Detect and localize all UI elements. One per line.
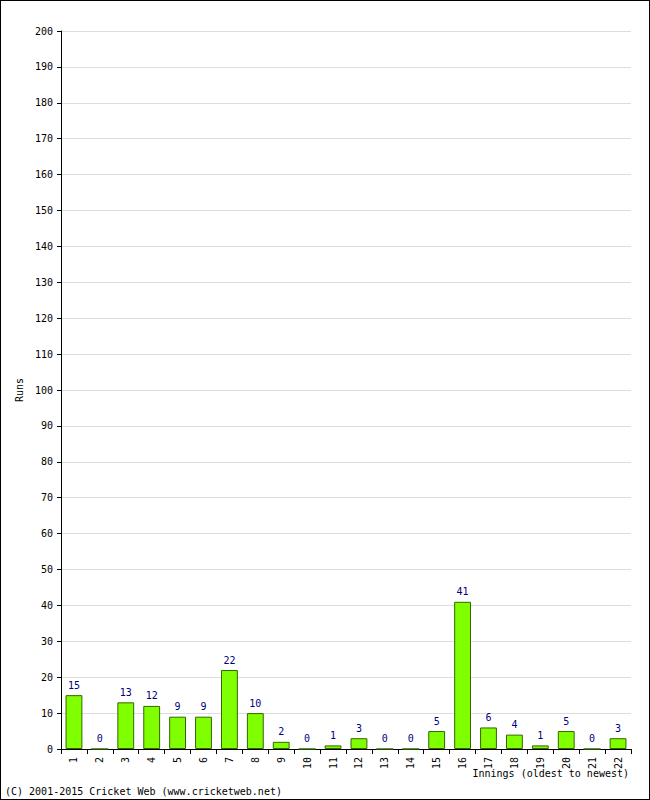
svg-text:17: 17 [483,757,494,769]
svg-text:2: 2 [94,757,105,763]
svg-text:9: 9 [200,701,206,712]
svg-text:0: 0 [47,744,53,755]
svg-text:40: 40 [41,600,53,611]
svg-text:1: 1 [68,757,79,763]
svg-text:190: 190 [35,61,53,72]
svg-text:22: 22 [613,757,624,769]
svg-text:16: 16 [457,757,468,769]
svg-text:15: 15 [68,680,80,691]
svg-text:5: 5 [563,716,569,727]
svg-text:8: 8 [250,757,261,763]
svg-text:5: 5 [434,716,440,727]
svg-text:12: 12 [353,757,364,769]
svg-text:70: 70 [41,492,53,503]
svg-text:50: 50 [41,564,53,575]
svg-text:1: 1 [330,730,336,741]
svg-text:21: 21 [587,757,598,769]
svg-text:41: 41 [457,586,469,597]
svg-text:14: 14 [405,757,416,769]
svg-text:4: 4 [511,719,517,730]
svg-text:30: 30 [41,636,53,647]
svg-text:80: 80 [41,456,53,467]
svg-text:20: 20 [41,672,53,683]
svg-text:7: 7 [224,757,235,763]
svg-text:4: 4 [146,757,157,763]
svg-text:3: 3 [120,757,131,763]
svg-text:140: 140 [35,241,53,252]
svg-text:9: 9 [276,757,287,763]
svg-text:12: 12 [146,690,158,701]
svg-text:19: 19 [535,757,546,769]
svg-text:110: 110 [35,349,53,360]
svg-text:6: 6 [198,757,209,763]
svg-text:60: 60 [41,528,53,539]
svg-text:0: 0 [304,733,310,744]
svg-text:160: 160 [35,169,53,180]
svg-text:Innings (oldest to newest): Innings (oldest to newest) [472,768,629,779]
svg-text:10: 10 [302,757,313,769]
svg-text:170: 170 [35,133,53,144]
svg-text:2: 2 [278,726,284,737]
svg-text:13: 13 [120,687,132,698]
svg-text:200: 200 [35,26,53,37]
svg-text:0: 0 [97,733,103,744]
svg-text:15: 15 [431,757,442,769]
svg-text:10: 10 [41,708,53,719]
svg-text:180: 180 [35,97,53,108]
svg-text:0: 0 [382,733,388,744]
svg-text:3: 3 [356,723,362,734]
svg-text:100: 100 [35,385,53,396]
svg-text:20: 20 [561,757,572,769]
svg-text:6: 6 [485,712,491,723]
svg-text:9: 9 [175,701,181,712]
svg-text:5: 5 [172,757,183,763]
svg-text:10: 10 [249,698,261,709]
svg-text:120: 120 [35,313,53,324]
svg-text:150: 150 [35,205,53,216]
svg-text:130: 130 [35,277,53,288]
svg-text:13: 13 [379,757,390,769]
svg-text:1: 1 [537,730,543,741]
svg-text:90: 90 [41,420,53,431]
svg-text:22: 22 [223,655,235,666]
svg-text:(C) 2001-2015 Cricket Web (www: (C) 2001-2015 Cricket Web (www.cricketwe… [5,786,282,797]
svg-text:18: 18 [509,757,520,769]
svg-text:Runs: Runs [14,378,25,402]
svg-text:0: 0 [408,733,414,744]
svg-text:3: 3 [615,723,621,734]
svg-text:0: 0 [589,733,595,744]
svg-text:11: 11 [328,757,339,769]
